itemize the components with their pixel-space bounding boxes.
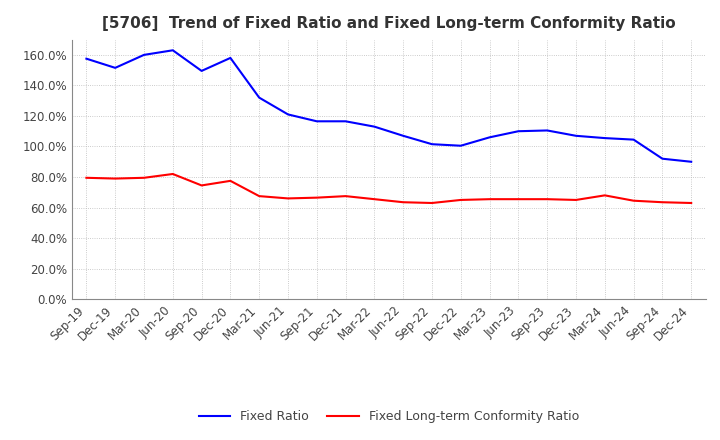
Fixed Ratio — [140, 52, 148, 58]
Title: [5706]  Trend of Fixed Ratio and Fixed Long-term Conformity Ratio: [5706] Trend of Fixed Ratio and Fixed Lo… — [102, 16, 675, 32]
Fixed Ratio — [284, 112, 292, 117]
Fixed Long-term Conformity Ratio — [485, 197, 494, 202]
Fixed Ratio — [485, 135, 494, 140]
Fixed Ratio — [600, 136, 609, 141]
Fixed Long-term Conformity Ratio — [456, 197, 465, 202]
Fixed Ratio — [197, 68, 206, 73]
Fixed Ratio — [456, 143, 465, 148]
Fixed Ratio — [82, 56, 91, 61]
Fixed Long-term Conformity Ratio — [341, 194, 350, 199]
Fixed Long-term Conformity Ratio — [82, 175, 91, 180]
Fixed Long-term Conformity Ratio — [428, 200, 436, 205]
Fixed Long-term Conformity Ratio — [226, 178, 235, 183]
Fixed Ratio — [168, 48, 177, 53]
Fixed Long-term Conformity Ratio — [140, 175, 148, 180]
Fixed Ratio — [255, 95, 264, 100]
Line: Fixed Ratio: Fixed Ratio — [86, 50, 691, 162]
Line: Fixed Long-term Conformity Ratio: Fixed Long-term Conformity Ratio — [86, 174, 691, 203]
Fixed Ratio — [428, 142, 436, 147]
Fixed Long-term Conformity Ratio — [600, 193, 609, 198]
Fixed Long-term Conformity Ratio — [255, 194, 264, 199]
Fixed Ratio — [543, 128, 552, 133]
Fixed Ratio — [629, 137, 638, 142]
Fixed Long-term Conformity Ratio — [111, 176, 120, 181]
Fixed Ratio — [514, 128, 523, 134]
Fixed Long-term Conformity Ratio — [658, 200, 667, 205]
Fixed Long-term Conformity Ratio — [572, 197, 580, 202]
Fixed Long-term Conformity Ratio — [543, 197, 552, 202]
Fixed Ratio — [111, 65, 120, 70]
Fixed Long-term Conformity Ratio — [370, 197, 379, 202]
Fixed Ratio — [312, 119, 321, 124]
Fixed Long-term Conformity Ratio — [687, 200, 696, 205]
Fixed Long-term Conformity Ratio — [284, 196, 292, 201]
Fixed Ratio — [226, 55, 235, 61]
Fixed Long-term Conformity Ratio — [399, 200, 408, 205]
Fixed Long-term Conformity Ratio — [168, 171, 177, 176]
Fixed Long-term Conformity Ratio — [197, 183, 206, 188]
Fixed Ratio — [572, 133, 580, 139]
Fixed Long-term Conformity Ratio — [312, 195, 321, 200]
Legend: Fixed Ratio, Fixed Long-term Conformity Ratio: Fixed Ratio, Fixed Long-term Conformity … — [194, 405, 584, 428]
Fixed Ratio — [399, 133, 408, 139]
Fixed Ratio — [370, 124, 379, 129]
Fixed Long-term Conformity Ratio — [629, 198, 638, 203]
Fixed Ratio — [658, 156, 667, 161]
Fixed Ratio — [341, 119, 350, 124]
Fixed Ratio — [687, 159, 696, 165]
Fixed Long-term Conformity Ratio — [514, 197, 523, 202]
